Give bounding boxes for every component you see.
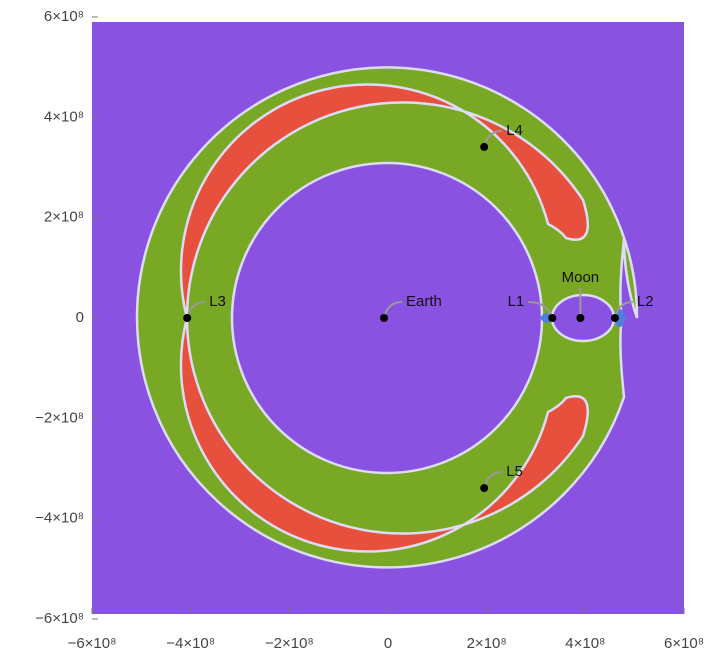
x-tick-label: −4×10⁸ bbox=[166, 635, 215, 652]
x-tick-label: −6×10⁸ bbox=[68, 635, 117, 652]
point bbox=[480, 142, 489, 151]
y-tick-label: 2×10⁸ bbox=[44, 209, 84, 226]
y-tick-label: 0 bbox=[76, 309, 84, 326]
x-tick-label: 6×10⁸ bbox=[664, 635, 704, 652]
y-tick-label: 4×10⁸ bbox=[44, 108, 84, 125]
y-tick-label: −4×10⁸ bbox=[35, 510, 84, 527]
x-tick-label: −2×10⁸ bbox=[265, 635, 314, 652]
x-tick-label: 0 bbox=[384, 635, 392, 652]
point-label: Moon bbox=[562, 269, 600, 286]
y-tick-label: −6×10⁸ bbox=[35, 610, 84, 627]
y-tick-label: 6×10⁸ bbox=[44, 8, 84, 25]
point bbox=[183, 314, 192, 322]
point-label: Earth bbox=[406, 293, 442, 310]
point-label: L3 bbox=[209, 293, 226, 310]
point-label: L5 bbox=[506, 463, 523, 480]
point bbox=[548, 314, 557, 322]
contour-neck-l1 bbox=[540, 313, 552, 323]
point bbox=[576, 314, 585, 322]
x-tick-label: 4×10⁸ bbox=[565, 635, 605, 652]
contour-band-upper bbox=[179, 83, 590, 319]
contour-band-lower bbox=[179, 317, 590, 553]
point-label: L4 bbox=[506, 122, 523, 139]
point-label: L2 bbox=[637, 293, 654, 310]
y-tick-label: −2×10⁸ bbox=[35, 409, 84, 426]
point bbox=[380, 314, 389, 322]
point-label: L1 bbox=[508, 293, 525, 310]
point bbox=[610, 314, 619, 322]
point bbox=[480, 484, 489, 493]
x-tick-label: 2×10⁸ bbox=[467, 635, 507, 652]
